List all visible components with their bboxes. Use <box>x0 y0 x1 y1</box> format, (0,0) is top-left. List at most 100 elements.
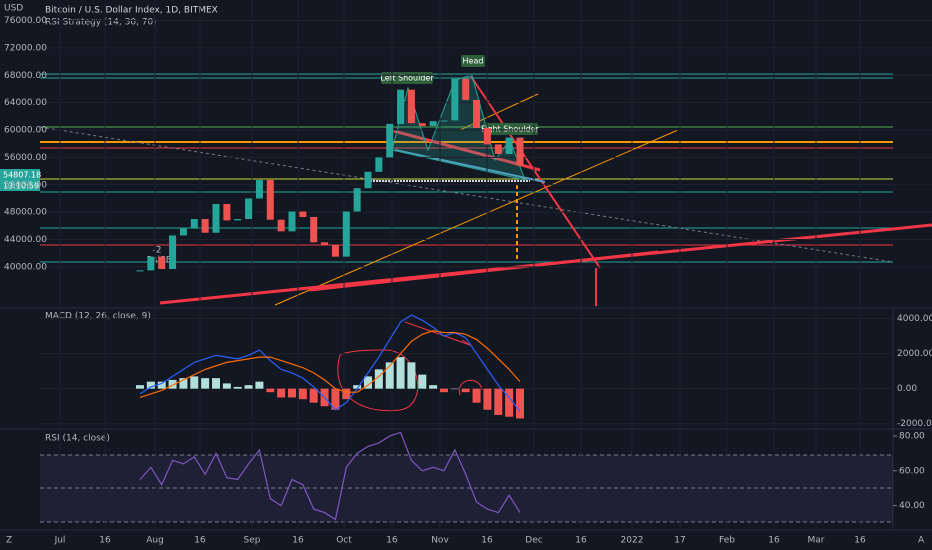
rsi-title: RSI (14, close) <box>45 434 110 444</box>
strategy: RSI Strategy (14, 30, 70) <box>45 18 157 28</box>
macd-bar <box>201 378 210 389</box>
macd-bar <box>157 381 166 389</box>
candle <box>234 219 242 221</box>
candle <box>331 245 339 257</box>
x-tick-label: Feb <box>719 536 735 546</box>
macd-bar <box>385 362 394 389</box>
candle <box>516 137 524 166</box>
y-tick-label: 60.00 <box>899 466 925 476</box>
x-tick-label: 16 <box>292 536 304 546</box>
y-tick-label: 44000.00 <box>4 235 47 245</box>
x-tick-label: 16 <box>854 536 866 546</box>
signal-count: -2 <box>153 246 162 256</box>
candle <box>179 228 187 236</box>
y-tick-label: 60000.00 <box>4 126 47 136</box>
macd-title: MACD (12, 26, close, 9) <box>45 312 151 322</box>
candle <box>353 188 361 212</box>
candle <box>288 211 296 232</box>
last-price: 54807.18 <box>3 171 41 180</box>
macd-bar <box>472 388 481 403</box>
candle <box>483 127 491 145</box>
candle <box>190 219 198 229</box>
x-tick-label: Dec <box>525 536 542 546</box>
y-tick-label: 52000.00 <box>4 180 47 190</box>
candle <box>397 89 405 124</box>
signal-line <box>139 330 521 399</box>
x-tick-label: 16 <box>481 536 493 546</box>
price-tag <box>0 169 40 191</box>
macd-bar <box>342 388 351 400</box>
x-tick-label: Mar <box>808 536 825 546</box>
candle <box>342 211 350 257</box>
candle <box>299 211 307 217</box>
macd-bar <box>516 388 524 419</box>
x-tick-label: 16 <box>575 536 587 546</box>
x-tick-label: Oct <box>336 536 352 546</box>
candle <box>147 256 155 271</box>
macd-bar <box>364 376 372 389</box>
x-tick-label: Aug <box>146 536 164 546</box>
macd-bar <box>168 379 177 389</box>
candle <box>266 180 274 220</box>
annotation: Head <box>463 57 484 66</box>
macd-bar <box>461 388 470 393</box>
x-tick-label: 16 <box>99 536 111 546</box>
candle <box>169 235 177 269</box>
macd-bar <box>505 388 514 417</box>
candle <box>440 120 448 122</box>
macd-bar <box>353 385 362 389</box>
rsi-line <box>139 431 521 521</box>
y-tick-label: 80.00 <box>899 431 925 441</box>
x-tick-label: 2022 <box>621 536 644 546</box>
symbol: Bitcoin / U.S. Dollar Index, 1D, BITMEX <box>45 6 218 16</box>
macd-bar <box>374 369 383 389</box>
macd-bar <box>179 378 188 389</box>
macd-bar <box>331 388 340 410</box>
candle <box>245 198 253 220</box>
macd-bar <box>212 378 220 389</box>
candle <box>364 171 372 189</box>
x-tick-label: Sep <box>244 536 261 546</box>
label-box <box>483 123 538 135</box>
macd-bar <box>190 376 199 389</box>
candle <box>212 203 220 233</box>
macd-bar <box>440 388 448 393</box>
macd-bar <box>450 388 459 390</box>
x-tick-label: Jul <box>54 536 66 546</box>
candle <box>375 157 383 172</box>
candle <box>494 144 502 154</box>
macd-bar <box>418 374 427 389</box>
candle <box>386 123 394 158</box>
candle <box>136 270 144 272</box>
candle <box>158 256 166 269</box>
macd-bar <box>255 381 264 389</box>
corner-right: A <box>918 536 925 546</box>
y-tick-label: -2000.00 <box>897 419 932 429</box>
macd-bar <box>233 386 242 389</box>
y-tick-label: 48000.00 <box>4 208 47 218</box>
corner-left: Z <box>6 536 12 546</box>
x-tick-label: 17 <box>674 536 685 546</box>
candle <box>321 242 329 246</box>
candle <box>462 78 470 100</box>
macd-bar <box>146 381 155 389</box>
candle <box>255 180 263 199</box>
macd-bar <box>309 388 318 403</box>
y-tick-label: 72000.00 <box>4 43 47 53</box>
y-tick-label: 68000.00 <box>4 71 47 81</box>
countdown: 13:10:59 <box>3 182 39 191</box>
y-tick-label: 40.00 <box>899 501 925 511</box>
macd-bar <box>483 388 492 410</box>
label-box <box>461 55 485 67</box>
drawings <box>39 73 932 412</box>
macd-bar <box>277 388 286 398</box>
x-tick-label: 16 <box>194 536 206 546</box>
macd-bar <box>244 385 253 389</box>
candle <box>429 121 437 126</box>
y-tick-label: 56000.00 <box>4 153 47 163</box>
candle <box>277 219 285 232</box>
macd-bar <box>396 357 405 389</box>
macd-bar <box>298 388 307 400</box>
candle <box>418 123 426 126</box>
